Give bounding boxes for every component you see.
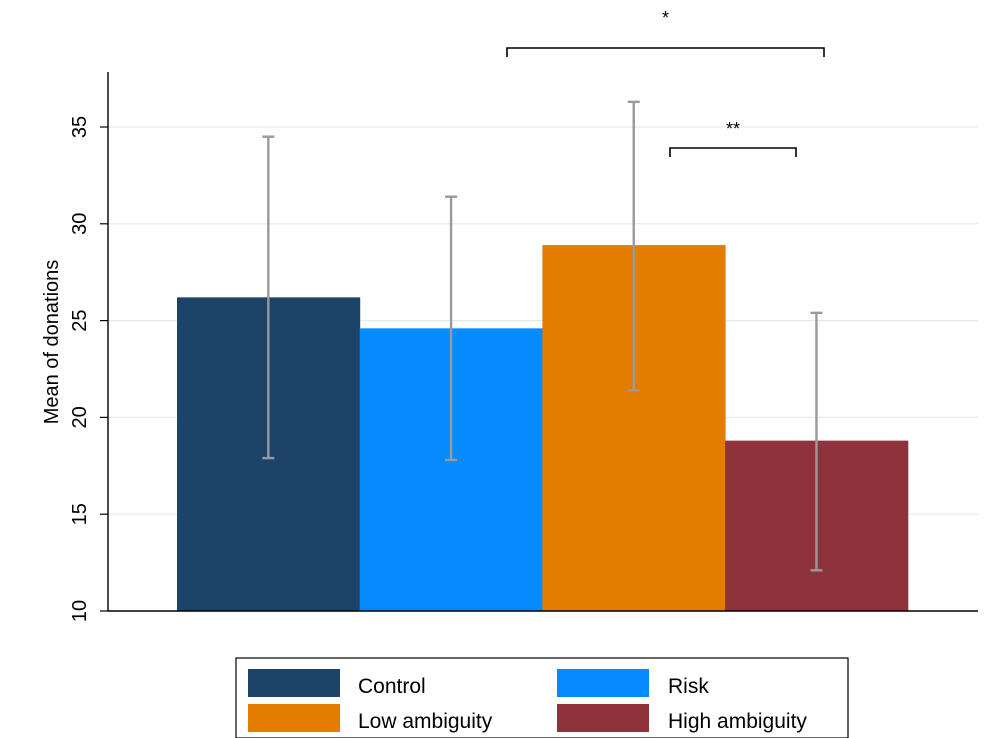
y-tick-label: 15 — [69, 503, 91, 525]
significance-bracket: ** — [669, 119, 797, 157]
legend-swatch-risk — [557, 669, 649, 697]
legend-swatch-high-ambiguity — [557, 704, 649, 732]
error-bar-risk — [445, 195, 458, 462]
y-tick-label: 20 — [69, 406, 91, 428]
y-tick-label: 30 — [69, 213, 91, 235]
legend-label-control: Control — [358, 675, 426, 698]
significance-label: * — [662, 8, 669, 28]
legend-label-high-ambiguity: High ambiguity — [668, 710, 807, 733]
error-bar-low-ambiguity — [627, 100, 640, 392]
y-axis-title: Mean of donations — [41, 260, 63, 425]
y-tick-label: 35 — [69, 116, 91, 138]
error-bar-control — [262, 135, 275, 460]
significance-brackets: *** — [506, 8, 825, 157]
legend-label-risk: Risk — [668, 675, 709, 698]
legend-label-low-ambiguity: Low ambiguity — [358, 710, 493, 733]
legend-swatch-low-ambiguity — [248, 704, 340, 732]
significance-label: ** — [726, 119, 740, 139]
legend-swatch-control — [248, 669, 340, 697]
bars — [177, 245, 909, 611]
legend: Control Risk Low ambiguity High ambiguity — [235, 657, 849, 738]
error-bars — [262, 100, 823, 572]
y-tick-label: 10 — [69, 600, 91, 622]
y-tick-label: 25 — [69, 309, 91, 331]
significance-bracket: * — [506, 8, 825, 57]
y-axis: 10 15 20 25 30 35 — [69, 72, 978, 622]
error-bar-high-ambiguity — [810, 311, 823, 572]
